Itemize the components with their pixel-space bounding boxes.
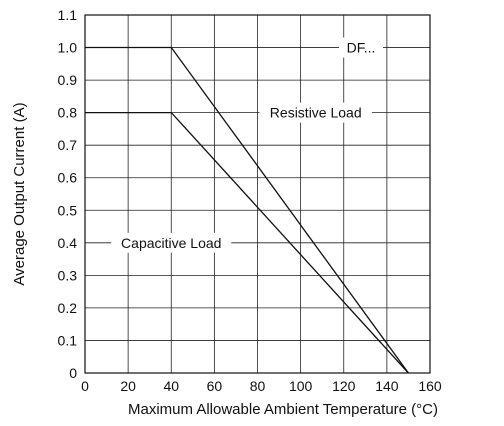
x-tick-label: 20 — [120, 378, 136, 394]
series-line-capacitive-load — [85, 111, 409, 374]
y-tick-label: 0.9 — [58, 72, 78, 88]
x-tick-label: 140 — [375, 378, 399, 394]
y-tick-label: 0.8 — [58, 105, 78, 121]
annotation-label: Capacitive Load — [121, 235, 221, 251]
y-tick-label: 0.4 — [58, 235, 78, 251]
x-tick-label: 80 — [250, 378, 266, 394]
y-tick-label: 1.1 — [58, 7, 78, 23]
x-axis-label: Maximum Allowable Ambient Temperature (°… — [128, 401, 438, 418]
y-tick-labels: 0 0.1 0.2 0.3 0.4 0.5 0.6 0.7 0.8 0.9 1.0 1.1 — [58, 7, 78, 381]
x-tick-label: 0 — [81, 378, 89, 394]
series-line-resistive-load — [85, 46, 409, 374]
x-tick-label: 160 — [418, 378, 442, 394]
x-tick-label: 100 — [289, 378, 313, 394]
x-tick-label: 40 — [163, 378, 179, 394]
x-tick-labels: 0 20 40 60 80 100 120 140 160 — [81, 378, 442, 394]
y-tick-label: 0.5 — [58, 202, 78, 218]
annotation-bg — [111, 232, 232, 253]
annotation-bg — [259, 102, 372, 123]
y-axis-label: Average Output Current (A) — [11, 102, 28, 285]
annotation-label: DF... — [347, 40, 376, 56]
plot-frame — [84, 14, 431, 374]
y-tick-label: 0.2 — [58, 300, 78, 316]
y-tick-label: 0 — [69, 365, 77, 381]
y-tick-label: 1.0 — [58, 40, 78, 56]
grid — [85, 15, 430, 373]
annotations: DF... Resistive Load Capacitive Load — [111, 37, 383, 253]
y-tick-label: 0.7 — [58, 137, 78, 153]
series-lines — [85, 46, 409, 374]
y-tick-label: 0.6 — [58, 170, 78, 186]
annotation-bg — [339, 37, 383, 58]
y-tick-label: 0.1 — [58, 332, 78, 348]
x-tick-label: 60 — [207, 378, 223, 394]
y-tick-label: 0.3 — [58, 267, 78, 283]
annotation-label: Resistive Load — [270, 105, 362, 121]
x-tick-label: 120 — [332, 378, 356, 394]
